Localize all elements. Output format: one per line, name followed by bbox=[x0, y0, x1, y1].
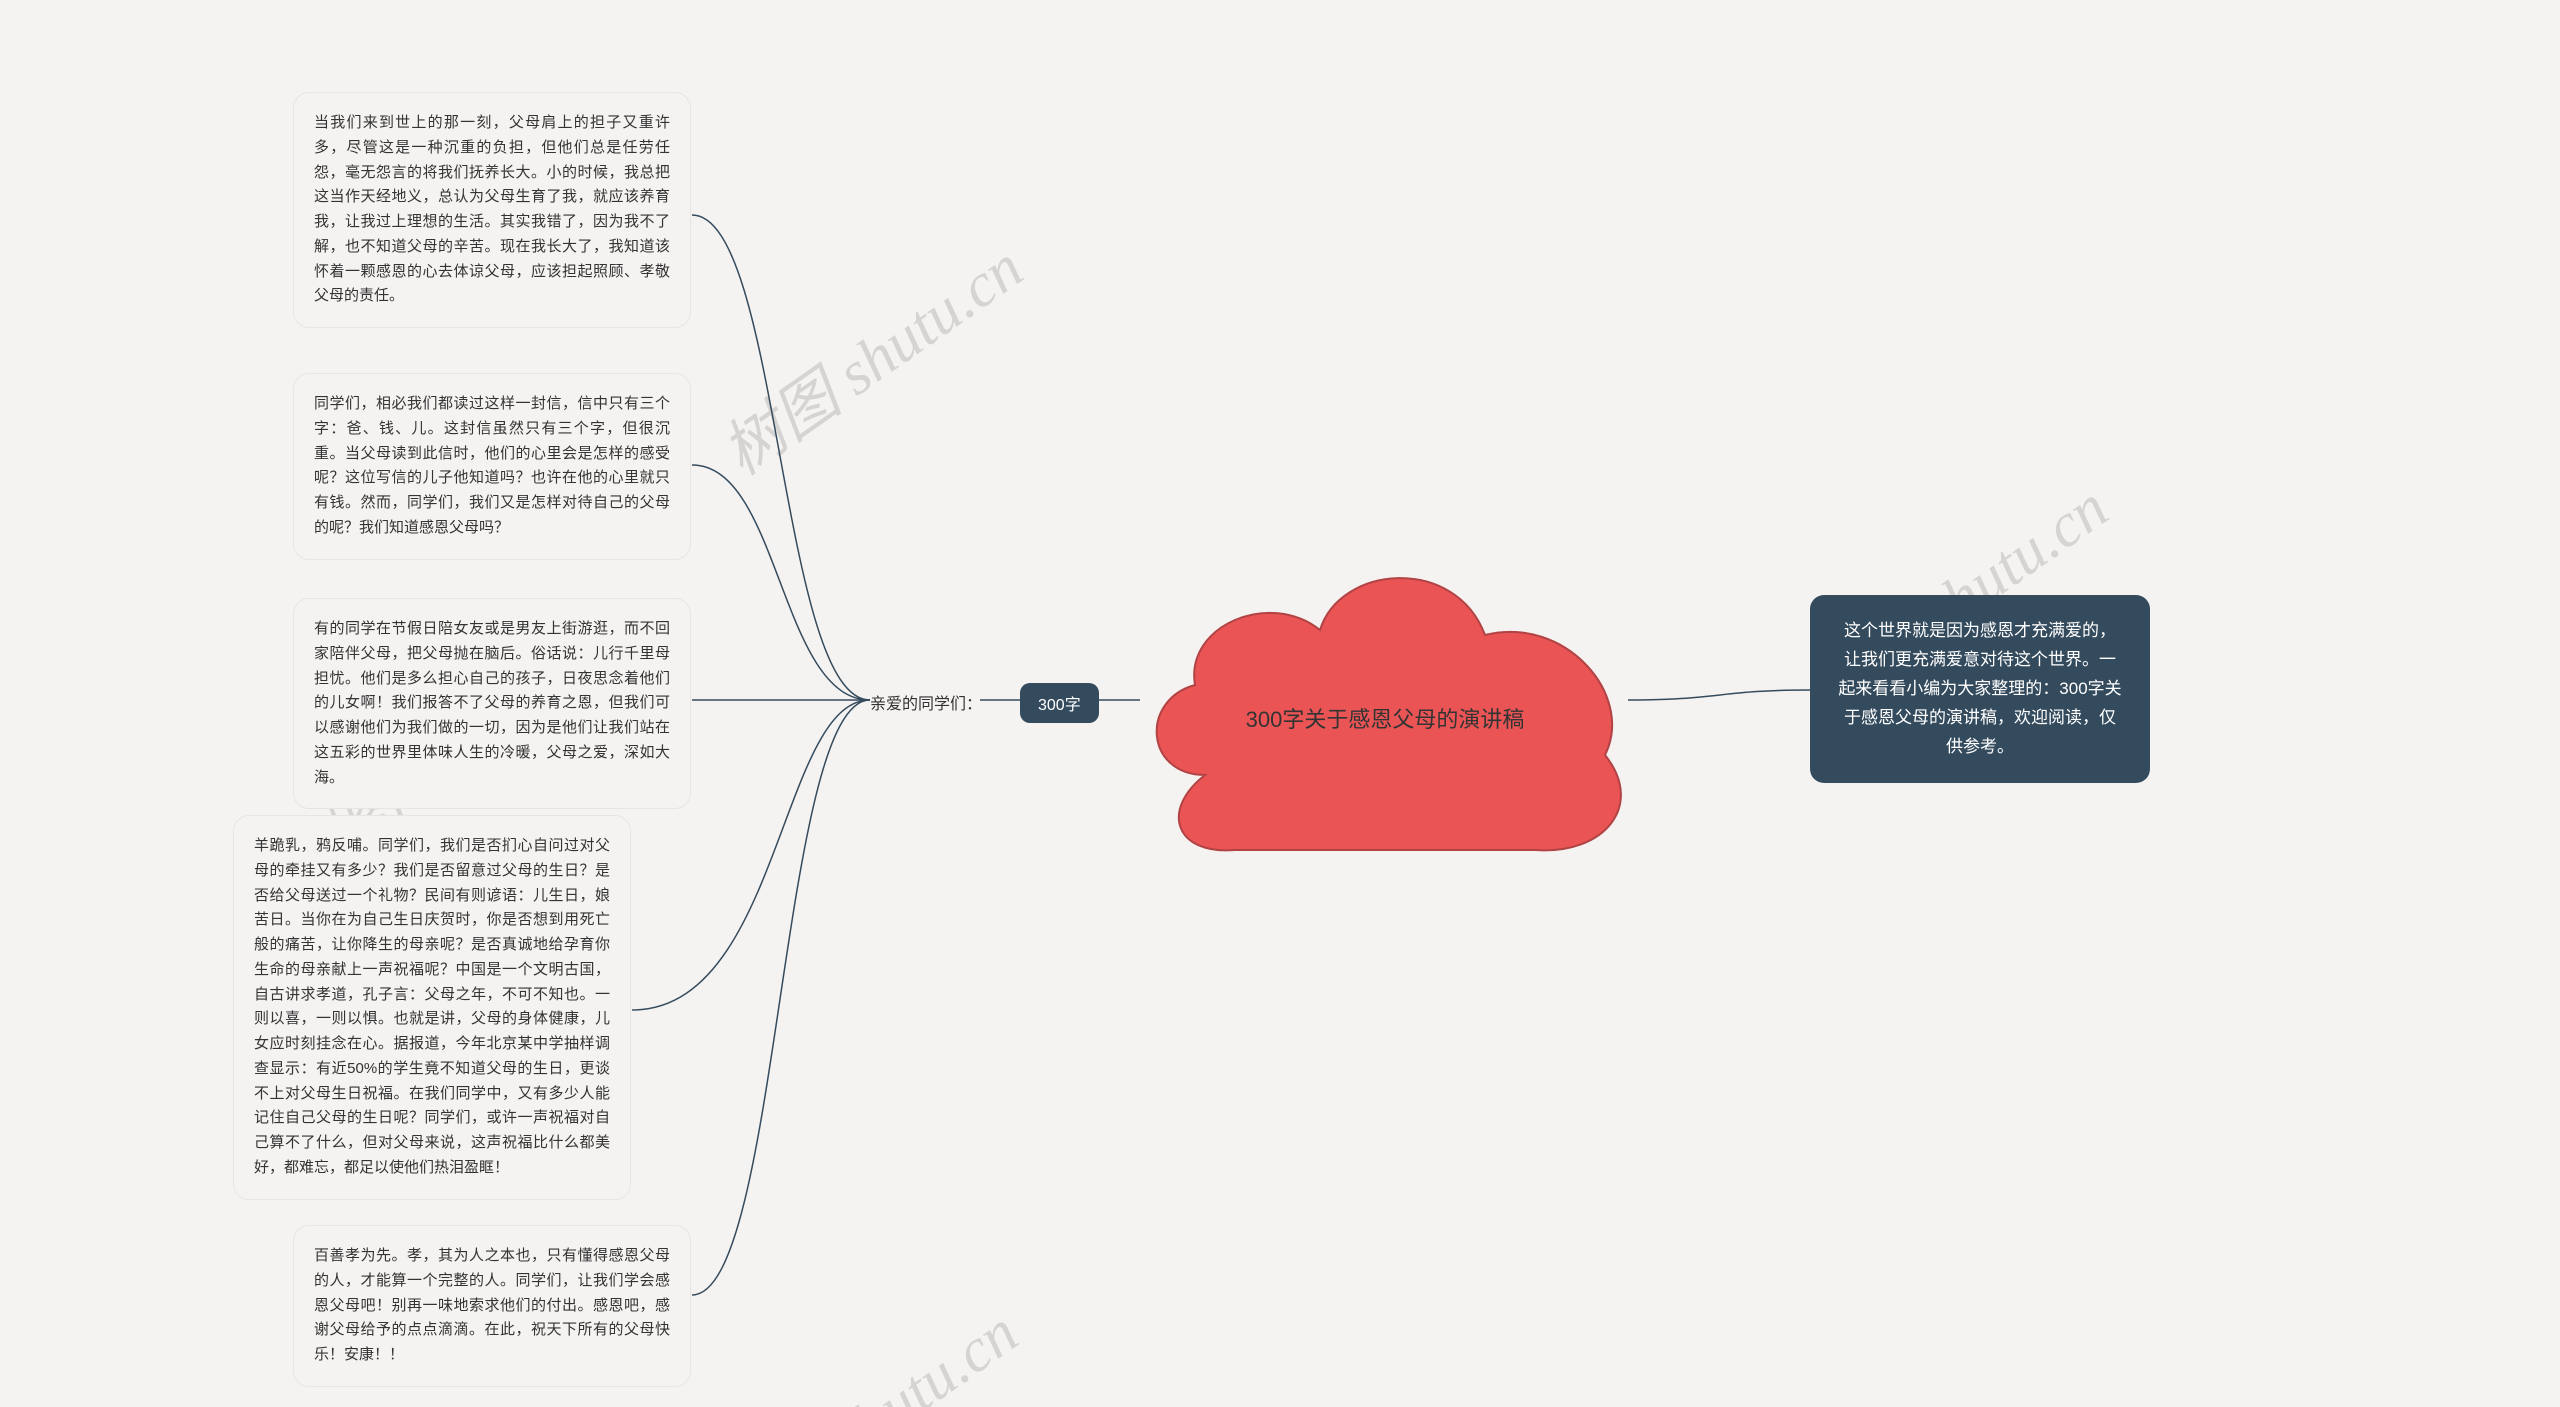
leaf-node-4[interactable]: 羊跪乳，鸦反哺。同学们，我们是否扪心自问过对父母的牵挂又有多少？我们是否留意过父… bbox=[233, 815, 631, 1200]
tag-text: 300字 bbox=[1038, 697, 1081, 714]
leaf-node-2[interactable]: 同学们，相必我们都读过这样一封信，信中只有三个字：爸、钱、儿。这封信虽然只有三个… bbox=[293, 373, 691, 560]
leaf-node-3[interactable]: 有的同学在节假日陪女友或是男友上街游逛，而不回家陪伴父母，把父母抛在脑后。俗话说… bbox=[293, 598, 691, 809]
root-text: 300字关于感恩父母的演讲稿 bbox=[1246, 702, 1525, 737]
leaf-node-5[interactable]: 百善孝为先。孝，其为人之本也，只有懂得感恩父母的人，才能算一个完整的人。同学们，… bbox=[293, 1225, 691, 1387]
watermark: 树图 shutu.cn bbox=[701, 218, 1038, 491]
leaf-text: 当我们来到世上的那一刻，父母肩上的担子又重许多，尽管这是一种沉重的负担，但他们总… bbox=[314, 114, 670, 304]
greeting-node[interactable]: 亲爱的同学们： bbox=[870, 690, 982, 714]
root-node[interactable]: 300字关于感恩父母的演讲稿 bbox=[1170, 570, 1600, 830]
leaf-text: 百善孝为先。孝，其为人之本也，只有懂得感恩父母的人，才能算一个完整的人。同学们，… bbox=[314, 1247, 670, 1363]
leaf-text: 羊跪乳，鸦反哺。同学们，我们是否扪心自问过对父母的牵挂又有多少？我们是否留意过父… bbox=[254, 837, 610, 1176]
tag-node[interactable]: 300字 bbox=[1020, 683, 1099, 723]
mindmap-canvas: 树图 shutu.cn 树图 shutu.cn 树图 shutu.cn 树图 s… bbox=[0, 0, 2560, 1407]
leaf-text: 同学们，相必我们都读过这样一封信，信中只有三个字：爸、钱、儿。这封信虽然只有三个… bbox=[314, 395, 670, 536]
right-summary-text: 这个世界就是因为感恩才充满爱的，让我们更充满爱意对待这个世界。一起来看看小编为大… bbox=[1838, 621, 2121, 756]
greeting-text: 亲爱的同学们： bbox=[870, 696, 982, 713]
right-summary-node[interactable]: 这个世界就是因为感恩才充满爱的，让我们更充满爱意对待这个世界。一起来看看小编为大… bbox=[1810, 595, 2150, 783]
watermark: 树图 shutu.cn bbox=[696, 1283, 1033, 1407]
leaf-text: 有的同学在节假日陪女友或是男友上街游逛，而不回家陪伴父母，把父母抛在脑后。俗话说… bbox=[314, 620, 670, 786]
leaf-node-1[interactable]: 当我们来到世上的那一刻，父母肩上的担子又重许多，尽管这是一种沉重的负担，但他们总… bbox=[293, 92, 691, 328]
